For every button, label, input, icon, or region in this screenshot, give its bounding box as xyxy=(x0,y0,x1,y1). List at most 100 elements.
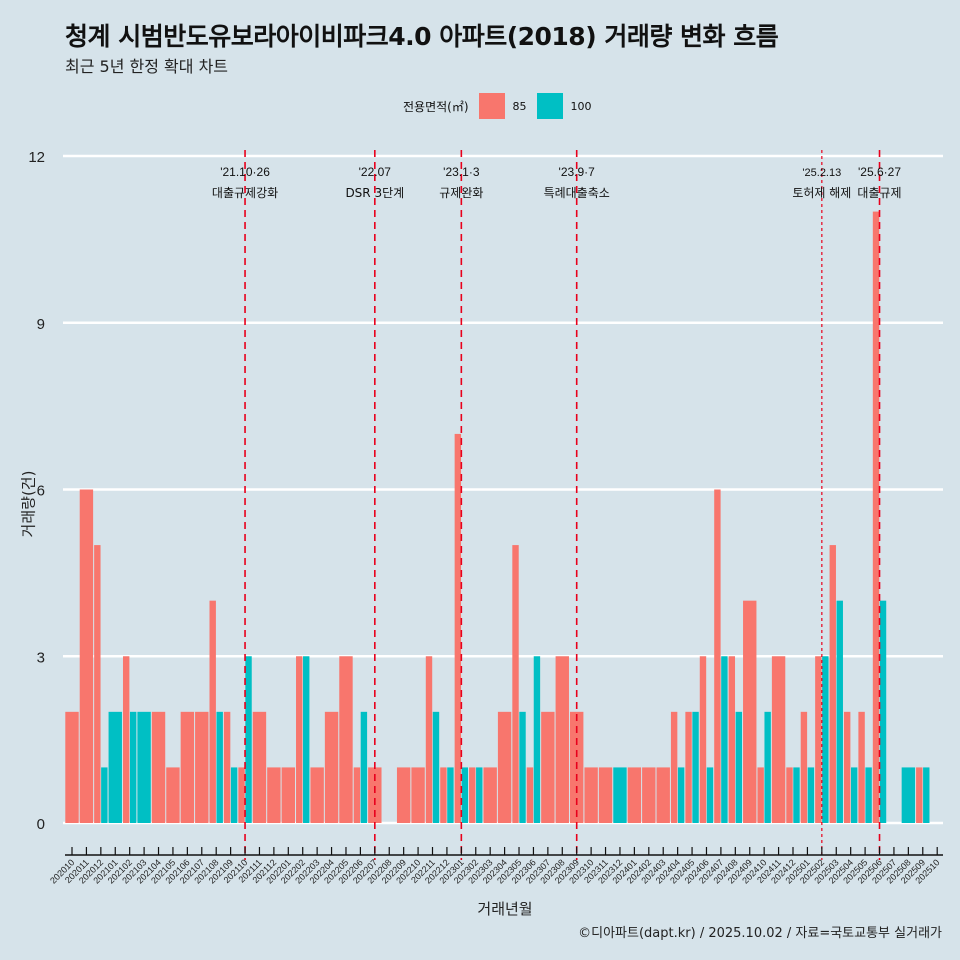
bar-85 xyxy=(714,489,721,823)
bar-85 xyxy=(541,711,555,823)
bar-85 xyxy=(743,600,757,823)
legend-label-100: 100 xyxy=(570,99,592,113)
bar-85 xyxy=(296,656,303,823)
y-axis-label: 거래량(건) xyxy=(19,470,38,538)
bar-100 xyxy=(764,711,771,823)
bar-85 xyxy=(195,711,209,823)
bar-85 xyxy=(670,711,678,823)
event-date: '22.07 xyxy=(359,165,392,179)
x-axis-label: 거래년월 xyxy=(477,900,533,918)
bar-85 xyxy=(65,711,79,823)
legend-title: 전용면적(㎡) xyxy=(403,99,469,114)
bar-85 xyxy=(555,656,569,823)
bar-100 xyxy=(793,767,800,823)
bar-100 xyxy=(692,711,699,823)
bar-85 xyxy=(238,767,245,823)
event-label: 규제완화 xyxy=(439,186,483,200)
bar-85 xyxy=(656,767,670,823)
bar-85 xyxy=(151,711,166,823)
bar-85 xyxy=(469,767,476,823)
bar-85 xyxy=(916,767,923,823)
bar-85 xyxy=(497,711,512,823)
bar-100 xyxy=(706,767,714,823)
bar-85 xyxy=(166,767,180,823)
bar-100 xyxy=(447,767,454,823)
bar-100 xyxy=(519,711,526,823)
bar-85 xyxy=(267,767,281,823)
chart-subtitle: 최근 5년 한정 확대 차트 xyxy=(65,57,229,76)
bar-100 xyxy=(216,711,223,823)
bar-85 xyxy=(512,545,519,823)
bar-85 xyxy=(353,767,361,823)
bar-85 xyxy=(771,656,786,823)
bar-85 xyxy=(728,656,736,823)
event-label: 특례대출축소 xyxy=(544,186,610,200)
bar-100 xyxy=(476,767,483,823)
bar-85 xyxy=(584,767,598,823)
bar-100 xyxy=(836,600,843,823)
event-label: 토허제 해제 xyxy=(792,186,851,200)
bar-85 xyxy=(483,767,497,823)
bar-100 xyxy=(360,711,368,823)
event-date: '25.6·27 xyxy=(858,165,901,179)
bar-85 xyxy=(815,656,822,823)
bar-85 xyxy=(843,711,851,823)
bar-85 xyxy=(339,656,353,823)
bar-85 xyxy=(786,767,793,823)
bar-100 xyxy=(721,656,728,823)
bar-85 xyxy=(829,545,836,823)
bar-85 xyxy=(425,656,433,823)
bar-100 xyxy=(865,767,872,823)
bar-100 xyxy=(432,711,440,823)
bar-85 xyxy=(411,767,425,823)
bar-100 xyxy=(303,656,310,823)
bar-100 xyxy=(850,767,858,823)
bar-85 xyxy=(642,767,656,823)
bar-100 xyxy=(101,767,108,823)
event-date: '21.10·26 xyxy=(220,165,270,179)
bar-100 xyxy=(137,711,151,823)
bar-85 xyxy=(252,711,267,823)
bar-85 xyxy=(627,767,642,823)
bar-85 xyxy=(800,711,808,823)
event-date: '23.1·3 xyxy=(443,165,480,179)
y-tick-label: 12 xyxy=(28,149,45,166)
bar-85 xyxy=(598,767,613,823)
chart-title: 청계 시범반도유보라아이비파크4.0 아파트(2018) 거래량 변화 흐름 xyxy=(65,22,779,51)
bar-85 xyxy=(324,711,339,823)
event-date: '23.9·7 xyxy=(559,165,596,179)
event-label: DSR 3단계 xyxy=(345,186,404,200)
bar-85 xyxy=(223,711,231,823)
legend-swatch-85 xyxy=(478,93,505,119)
y-tick-label: 6 xyxy=(37,483,45,500)
bar-85 xyxy=(440,767,447,823)
legend: 전용면적(㎡) 85 100 xyxy=(403,93,602,119)
bar-85 xyxy=(757,767,764,823)
bar-100 xyxy=(230,767,238,823)
bar-85 xyxy=(396,767,411,823)
bar-100 xyxy=(533,656,541,823)
bar-100 xyxy=(129,711,137,823)
bar-85 xyxy=(858,711,865,823)
bar-100 xyxy=(807,767,815,823)
bar-85 xyxy=(872,211,880,824)
legend-swatch-100 xyxy=(536,93,563,119)
bar-100 xyxy=(613,767,627,823)
y-tick-label: 3 xyxy=(37,649,45,666)
legend-label-85: 85 xyxy=(512,99,527,113)
bar-85 xyxy=(94,545,101,823)
bar-85 xyxy=(526,767,534,823)
chart-caption: ©디아파트(dapt.kr) / 2025.10.02 / 자료=국토교통부 실… xyxy=(578,926,942,941)
event-label: 대출규제강화 xyxy=(212,186,278,200)
bar-100 xyxy=(461,767,469,823)
bar-100 xyxy=(677,767,685,823)
bar-85 xyxy=(699,656,707,823)
bar-85 xyxy=(454,433,462,823)
bar-85 xyxy=(368,767,382,823)
bar-100 xyxy=(735,711,743,823)
event-label: 대출규제 xyxy=(857,186,901,200)
bar-85 xyxy=(122,656,130,823)
bar-100 xyxy=(245,656,252,823)
bar-85 xyxy=(209,600,216,823)
